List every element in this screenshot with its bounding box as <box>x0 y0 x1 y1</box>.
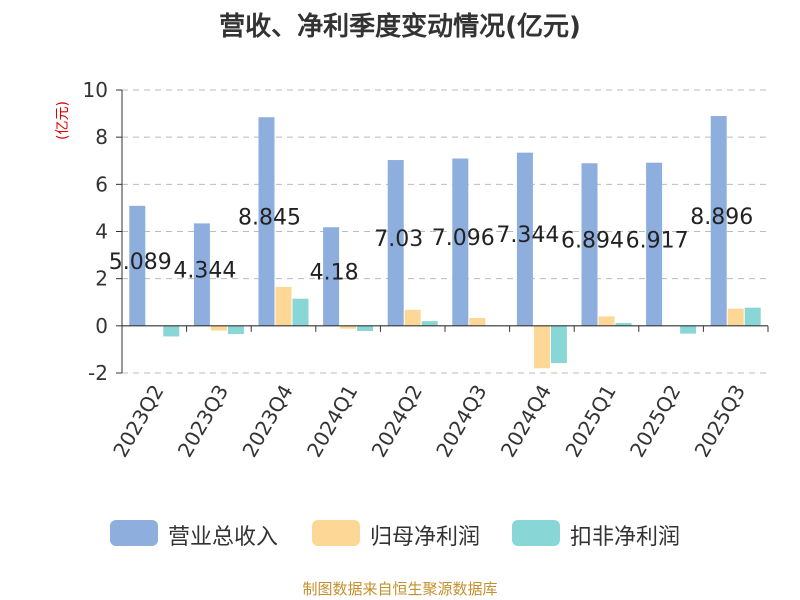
bar-revenue <box>710 116 727 326</box>
legend-label-parent-profit: 归母净利润 <box>370 525 481 550</box>
legend-label-deducted-profit: 扣非净利润 <box>570 525 681 550</box>
data-source-note: 制图数据来自恒生聚源数据库 <box>302 580 498 598</box>
bar-revenue <box>581 163 598 326</box>
bar-revenue <box>516 152 533 326</box>
data-label-revenue: 7.03 <box>374 227 423 252</box>
x-tick-label: 2025Q2 <box>625 381 685 462</box>
bar-revenue <box>646 162 663 326</box>
bar-revenue <box>323 227 340 326</box>
data-label-revenue: 7.344 <box>496 223 559 248</box>
x-tick-label: 2024Q4 <box>496 381 556 462</box>
data-label-revenue: 6.894 <box>561 229 624 254</box>
x-tick-label: 2023Q4 <box>237 381 297 462</box>
bar-deducted-profit <box>357 325 374 332</box>
legend: 营业总收入 归母净利润 扣非净利润 <box>0 518 800 554</box>
bar-parent-profit <box>210 325 227 331</box>
bar-revenue <box>129 205 146 326</box>
data-label-revenue: 5.089 <box>109 250 172 275</box>
legend-swatch-parent-profit <box>312 520 360 546</box>
legend-swatch-revenue <box>110 520 158 546</box>
x-tick-label: 2024Q1 <box>302 381 362 462</box>
bar-revenue <box>452 158 469 326</box>
data-label-revenue: 4.18 <box>310 261 359 286</box>
bar-revenue <box>193 223 210 326</box>
y-tick-label: 0 <box>95 314 108 338</box>
bar-deducted-profit <box>163 325 180 337</box>
bar-deducted-profit <box>744 307 761 326</box>
data-label-revenue: 8.845 <box>238 206 301 231</box>
y-tick-label: 8 <box>95 125 108 149</box>
bar-parent-profit <box>533 325 550 369</box>
data-label-revenue: 6.917 <box>626 228 689 253</box>
legend-label-revenue: 营业总收入 <box>168 525 279 550</box>
x-tick-label: 2024Q3 <box>431 381 491 462</box>
bar-parent-profit <box>404 309 421 326</box>
bar-deducted-profit <box>292 298 309 326</box>
bar-deducted-profit <box>421 321 438 326</box>
x-tick-label: 2025Q3 <box>690 381 750 462</box>
bar-parent-profit <box>469 318 486 326</box>
bar-parent-profit <box>727 308 744 326</box>
x-tick-label: 2024Q2 <box>367 381 427 462</box>
x-tick-label: 2023Q3 <box>173 381 233 462</box>
y-tick-label: 4 <box>95 220 108 244</box>
y-tick-label: 2 <box>95 267 108 291</box>
bar-parent-profit <box>598 316 615 326</box>
data-label-revenue: 7.096 <box>432 226 495 251</box>
bar-deducted-profit <box>227 325 244 335</box>
legend-swatch-deducted-profit <box>512 520 560 546</box>
bar-parent-profit <box>340 325 357 329</box>
x-tick-label: 2025Q1 <box>560 381 620 462</box>
y-tick-label: 6 <box>95 172 108 196</box>
data-label-revenue: 4.344 <box>173 259 236 284</box>
bar-deducted-profit <box>550 325 567 364</box>
bar-parent-profit <box>275 286 292 326</box>
y-tick-label: -2 <box>88 361 108 385</box>
bar-deducted-profit <box>615 323 632 326</box>
bar-revenue <box>387 160 404 326</box>
bar-revenue <box>258 117 275 326</box>
y-tick-label: 10 <box>83 78 108 102</box>
chart-title: 营收、净利季度变动情况(亿元) <box>219 12 581 42</box>
x-tick-label: 2023Q2 <box>108 381 168 462</box>
data-label-revenue: 8.896 <box>690 205 753 230</box>
bar-deducted-profit <box>680 325 697 334</box>
